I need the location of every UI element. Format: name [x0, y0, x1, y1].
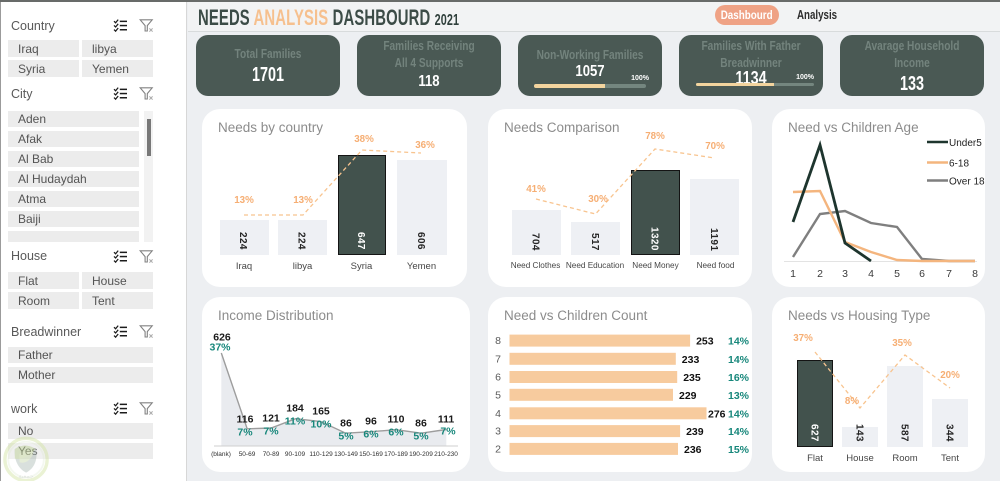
svg-text:15%: 15%	[728, 444, 750, 456]
svg-text:96: 96	[365, 416, 377, 428]
svg-text:14%: 14%	[728, 354, 750, 366]
svg-text:50-69: 50-69	[239, 451, 256, 458]
svg-text:130-149: 130-149	[334, 451, 358, 458]
svg-text:70-89: 70-89	[263, 451, 280, 458]
svg-text:5%: 5%	[338, 431, 354, 443]
svg-text:86: 86	[415, 418, 427, 430]
svg-text:229: 229	[679, 390, 697, 402]
svg-text:170-189: 170-189	[384, 451, 408, 458]
svg-text:276: 276	[708, 408, 726, 420]
svg-text:Under5: Under5	[949, 138, 982, 149]
svg-text:110-129: 110-129	[309, 451, 333, 458]
svg-text:8: 8	[972, 268, 978, 280]
svg-text:14%: 14%	[728, 408, 750, 420]
svg-text:جمعية: جمعية	[18, 473, 34, 480]
svg-text:16%: 16%	[728, 372, 750, 384]
svg-text:14%: 14%	[728, 426, 750, 438]
svg-text:7: 7	[495, 353, 501, 365]
svg-text:110: 110	[388, 414, 405, 426]
svg-text:6%: 6%	[363, 429, 379, 441]
svg-text:7%: 7%	[440, 426, 456, 438]
svg-text:2: 2	[495, 443, 501, 455]
svg-text:184: 184	[286, 403, 304, 415]
svg-text:13%: 13%	[728, 390, 750, 402]
svg-text:239: 239	[686, 426, 704, 438]
svg-text:235: 235	[683, 372, 701, 384]
svg-text:Over 18: Over 18	[949, 177, 985, 188]
svg-text:190-209: 190-209	[409, 451, 433, 458]
svg-text:8: 8	[495, 335, 501, 347]
svg-text:5%: 5%	[413, 431, 429, 443]
svg-text:6: 6	[495, 372, 501, 384]
svg-text:11%: 11%	[285, 416, 306, 428]
svg-text:116: 116	[237, 414, 254, 426]
svg-text:6%: 6%	[388, 427, 404, 439]
svg-text:3: 3	[842, 268, 848, 280]
svg-text:7%: 7%	[237, 427, 253, 439]
svg-text:3: 3	[495, 426, 501, 438]
svg-text:210-230: 210-230	[434, 451, 458, 458]
svg-text:90-109: 90-109	[285, 451, 306, 458]
svg-text:233: 233	[682, 354, 700, 366]
svg-text:6-18: 6-18	[949, 159, 969, 170]
svg-text:4: 4	[495, 408, 501, 420]
svg-text:236: 236	[684, 444, 702, 456]
svg-text:165: 165	[312, 406, 330, 418]
svg-text:(blank): (blank)	[211, 451, 231, 458]
svg-text:253: 253	[696, 336, 714, 348]
svg-text:10%: 10%	[310, 419, 332, 431]
svg-text:37%: 37%	[209, 342, 231, 354]
svg-text:150-169: 150-169	[359, 451, 383, 458]
svg-text:14%: 14%	[728, 336, 750, 348]
svg-text:5: 5	[495, 389, 501, 401]
svg-text:86: 86	[340, 418, 352, 430]
svg-text:1: 1	[790, 268, 796, 280]
svg-text:626: 626	[213, 332, 231, 344]
svg-text:111: 111	[438, 414, 455, 426]
svg-text:121: 121	[262, 413, 280, 425]
svg-text:5: 5	[894, 268, 900, 280]
svg-text:4: 4	[868, 268, 874, 280]
svg-text:7: 7	[946, 268, 952, 280]
svg-text:6: 6	[919, 268, 925, 280]
svg-text:2: 2	[817, 268, 823, 280]
svg-text:7%: 7%	[263, 426, 279, 438]
